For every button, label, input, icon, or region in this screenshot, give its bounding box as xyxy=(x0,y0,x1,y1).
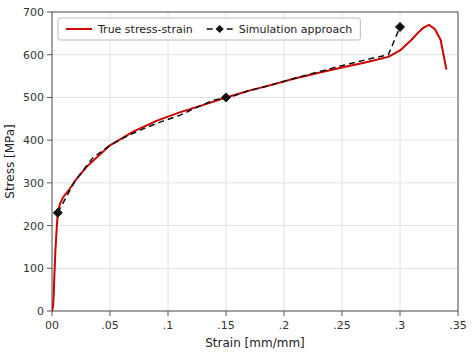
x-tick xyxy=(110,311,111,316)
x-grid-line xyxy=(342,12,343,311)
x-tick-label: .15 xyxy=(217,319,235,332)
y-tick xyxy=(47,268,52,269)
y-tick-label: 500 xyxy=(23,91,44,104)
legend-item: True stress-strain xyxy=(66,23,193,36)
legend-label: True stress-strain xyxy=(97,23,193,36)
x-grid-line xyxy=(284,12,285,311)
y-grid-line xyxy=(52,54,458,55)
x-tick xyxy=(168,311,169,316)
y-grid-line xyxy=(52,225,458,226)
series-line xyxy=(58,27,400,213)
y-tick xyxy=(47,12,52,13)
x-grid-line xyxy=(226,12,227,311)
y-tick-label: 200 xyxy=(23,220,44,233)
legend: True stress-strain Simulation approach xyxy=(58,18,360,40)
x-grid-line xyxy=(110,12,111,311)
x-tick xyxy=(52,311,53,316)
legend-swatch xyxy=(66,28,92,30)
x-tick xyxy=(458,311,459,316)
x-tick-label: .2 xyxy=(279,319,290,332)
x-grid-line xyxy=(400,12,401,311)
series-marker xyxy=(222,93,231,102)
legend-label: Simulation approach xyxy=(239,23,353,36)
y-tick-label: 100 xyxy=(23,262,44,275)
x-tick-label: .3 xyxy=(395,319,406,332)
series-marker xyxy=(53,208,62,217)
y-tick xyxy=(47,225,52,226)
y-tick-label: 300 xyxy=(23,177,44,190)
x-tick-label: .35 xyxy=(449,319,467,332)
y-tick xyxy=(47,54,52,55)
x-tick xyxy=(226,311,227,316)
legend-frame xyxy=(58,18,360,40)
y-grid-line xyxy=(52,97,458,98)
chart: 00 .05 .1 .15 .2 .25 .3 .35 0 100 200 300 400 500 600 7… xyxy=(0,0,474,355)
y-tick xyxy=(47,182,52,183)
series-line xyxy=(52,25,446,311)
y-tick xyxy=(47,140,52,141)
legend-item: Simulation approach xyxy=(207,23,353,36)
y-grid-line xyxy=(52,268,458,269)
x-grid-line xyxy=(168,12,169,311)
x-tick xyxy=(400,311,401,316)
x-tick-label: .25 xyxy=(333,319,351,332)
y-tick-label: 700 xyxy=(23,6,44,19)
y-tick xyxy=(47,97,52,98)
series-marker xyxy=(396,22,405,31)
y-tick xyxy=(47,311,52,312)
plot-area xyxy=(52,22,446,311)
y-tick-label: 0 xyxy=(37,305,44,318)
y-grid-line xyxy=(52,140,458,141)
y-tick-label: 400 xyxy=(23,134,44,147)
plot-frame xyxy=(52,12,458,311)
x-tick-label: 00 xyxy=(45,319,59,332)
legend-marker xyxy=(216,26,223,33)
y-tick-label: 600 xyxy=(23,49,44,62)
grid xyxy=(52,12,458,311)
x-tick-label: .05 xyxy=(101,319,119,332)
x-tick xyxy=(342,311,343,316)
x-tick xyxy=(284,311,285,316)
y-axis-label: Stress [MPa] xyxy=(3,124,17,198)
x-axis-label: Strain [mm/mm] xyxy=(205,336,305,350)
y-grid-line xyxy=(52,182,458,183)
axes: 00 .05 .1 .15 .2 .25 .3 .35 0 100 200 300 400 500 600 7… xyxy=(23,6,467,332)
x-tick-label: .1 xyxy=(163,319,174,332)
